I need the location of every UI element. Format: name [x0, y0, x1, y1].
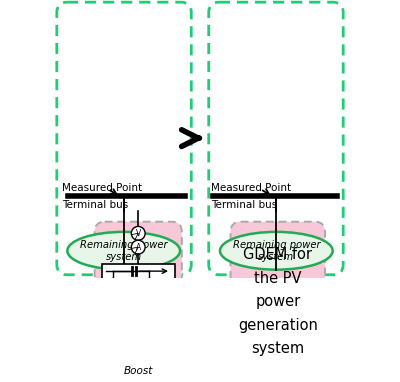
FancyBboxPatch shape — [102, 264, 174, 322]
Text: Remaining power
system: Remaining power system — [80, 240, 168, 262]
Circle shape — [131, 227, 145, 240]
Text: Terminal bus: Terminal bus — [62, 200, 128, 210]
FancyBboxPatch shape — [102, 328, 174, 358]
Ellipse shape — [220, 232, 333, 270]
Text: Measured Point: Measured Point — [62, 183, 142, 193]
Ellipse shape — [67, 232, 180, 270]
FancyBboxPatch shape — [102, 363, 174, 380]
Polygon shape — [133, 339, 140, 348]
Text: Remaining power
system: Remaining power system — [232, 240, 320, 262]
Circle shape — [131, 240, 145, 254]
Text: GDEM for
the PV
power
generation
system: GDEM for the PV power generation system — [238, 248, 318, 356]
Text: V: V — [136, 229, 141, 238]
Text: Measured Point: Measured Point — [211, 183, 291, 193]
Text: A: A — [136, 243, 141, 252]
FancyBboxPatch shape — [57, 2, 191, 275]
FancyBboxPatch shape — [209, 2, 343, 275]
FancyBboxPatch shape — [95, 222, 182, 382]
FancyBboxPatch shape — [230, 222, 325, 382]
Text: Boost: Boost — [124, 366, 153, 376]
Text: Terminal bus: Terminal bus — [211, 200, 277, 210]
